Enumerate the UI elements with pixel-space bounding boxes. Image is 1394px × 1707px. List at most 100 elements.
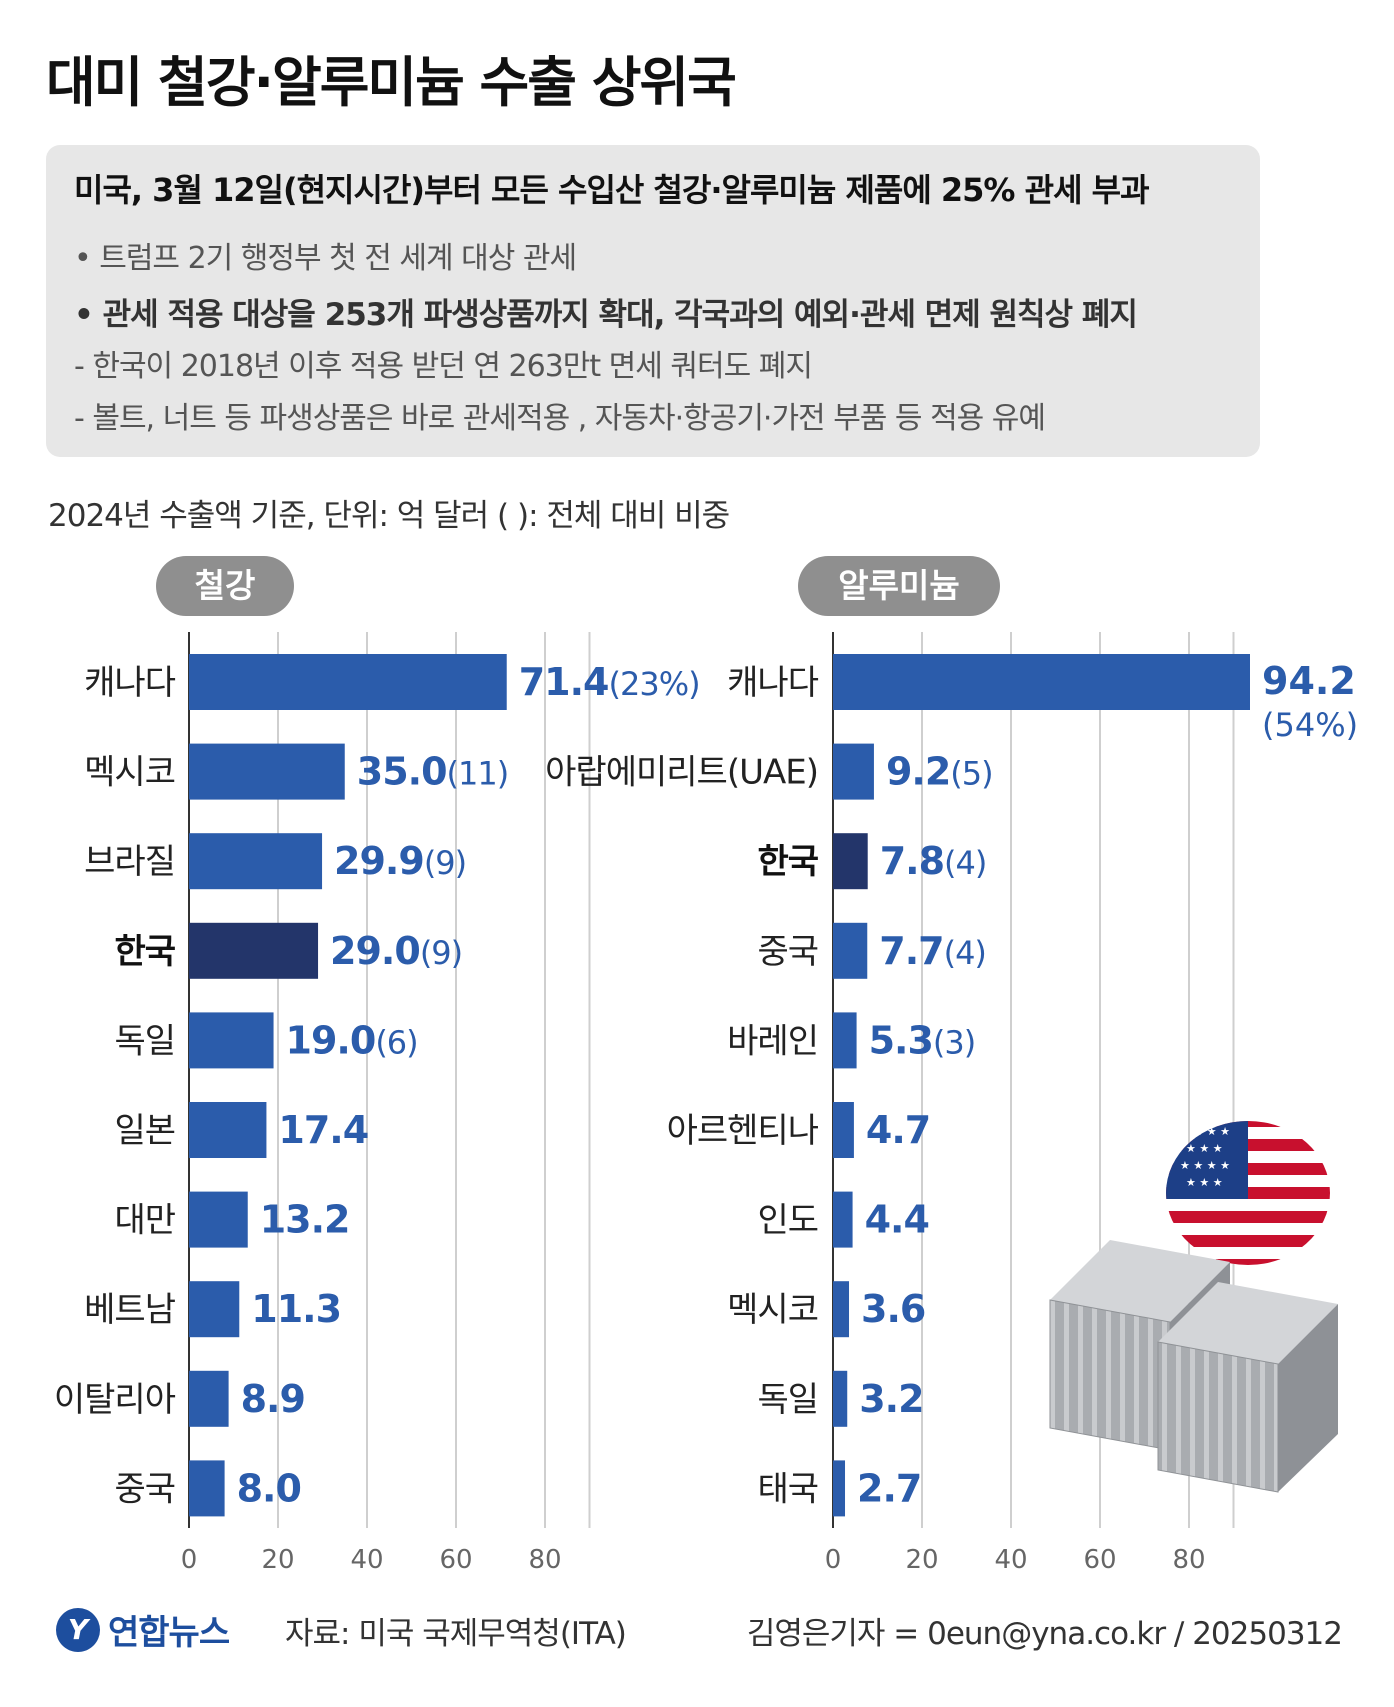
value-label: 11.3 [251,1287,341,1331]
bar [189,743,345,800]
steel-chart: 0 20 40 60 80 캐나다 71.4(23%) 멕시코 35.0(11) 브라질 29.9(… [54,632,701,1575]
svg-text:★ ★ ★ ★: ★ ★ ★ ★ [1180,1159,1230,1172]
category-label: 독일 [757,1380,818,1420]
category-label: 멕시코 [84,753,175,793]
x-tick-label: 20 [261,1545,294,1575]
x-tick-label: 40 [994,1545,1027,1575]
info-headline: 미국, 3월 12일(현지시간)부터 모든 수입산 철강·알루미늄 제품에 25… [74,171,1150,209]
value-label: 8.9 [241,1377,305,1421]
svg-text:★ ★ ★: ★ ★ ★ [1186,1142,1223,1155]
x-tick-label: 20 [905,1545,938,1575]
aluminum-chart: 0 20 40 60 80 캐나다 94.2(54%) 아랍에미리트(UAE) 9.2(5) 한국… [545,632,1358,1575]
bar [189,1281,240,1338]
bar [833,1281,850,1338]
value-label: 5.3(3) [869,1018,976,1062]
containers-illustration: ★ ★ ★ ★ ★ ★ ★ ★ ★ ★ ★ ★ ★ ★ [1049,1121,1338,1493]
value-label: 17.4 [278,1108,368,1152]
x-tick-label: 80 [528,1545,561,1575]
reporter-credit: 김영은기자 = 0eun@yna.co.kr / 20250312 [746,1616,1343,1652]
category-label: 독일 [114,1021,175,1061]
us-flag-icon: ★ ★ ★ ★ ★ ★ ★ ★ ★ ★ ★ ★ ★ ★ [1166,1121,1330,1265]
x-tick-label: 60 [439,1545,472,1575]
yonhap-logo-icon: Y [56,1607,100,1652]
share-label: (3) [933,1023,975,1061]
share-label: (6) [375,1023,417,1061]
bar [189,1460,225,1517]
bar [189,1012,274,1069]
value-label: 3.2 [859,1377,923,1421]
value-label: 94.2 [1262,659,1356,703]
category-label: 중국 [114,1469,175,1509]
share-label: (11) [447,755,509,793]
category-label: 브라질 [84,842,175,882]
unit-note: 2024년 수출액 기준, 단위: 억 달러 ( ): 전체 대비 비중 [48,498,730,534]
bar [189,1370,229,1427]
value-label: 4.4 [865,1198,929,1242]
container-icon [1157,1282,1338,1493]
bar [189,654,507,710]
x-tick-label: 40 [350,1545,383,1575]
share-label: (4) [944,934,986,972]
category-label: 베트남 [84,1290,176,1330]
source-note: 자료: 미국 국제무역청(ITA) [285,1616,627,1652]
category-label: 태국 [757,1469,818,1509]
category-label: 한국 [757,842,818,882]
info-box: 미국, 3월 12일(현지시간)부터 모든 수입산 철강·알루미늄 제품에 25… [46,145,1260,457]
bar [833,654,1250,710]
category-label: 한국 [114,932,175,972]
x-tick-label: 0 [825,1545,842,1575]
value-label: 7.8(4) [880,839,987,883]
share-label: (9) [424,844,466,882]
x-tick-label: 60 [1083,1545,1116,1575]
svg-text:★ ★ ★ ★: ★ ★ ★ ★ [1180,1125,1230,1138]
bar [189,922,319,979]
info-bullet-2: • 관세 적용 대상을 253개 파생상품까지 확대, 각국과의 예외·관세 면… [74,297,1138,333]
svg-text:★ ★ ★: ★ ★ ★ [1186,1176,1223,1189]
value-label: 71.4(23%) [519,660,700,704]
bar [833,1370,848,1427]
category-label: 캐나다 [727,663,819,703]
info-bullet-1: • 트럼프 2기 행정부 첫 전 세계 대상 관세 [74,241,577,276]
steel-panel-title: 철강 [156,556,294,616]
value-label: 4.7 [866,1108,930,1152]
info-sub-1: - 한국이 2018년 이후 적용 받던 연 263만t 면세 쿼터도 폐지 [74,349,813,384]
category-label: 일본 [114,1111,175,1151]
bar [833,1460,846,1517]
share-label: (54%) [1262,706,1358,744]
value-label: 3.6 [861,1287,925,1331]
category-label: 캐나다 [84,663,176,703]
value-label: 29.9(9) [334,839,466,883]
info-sub-2: - 볼트, 너트 등 파생상품은 바로 관세적용 , 자동차·항공기·가전 부품… [74,401,1046,436]
bar [833,1012,857,1069]
x-tick-label: 80 [1172,1545,1205,1575]
aluminum-panel-title: 알루미늄 [798,556,1000,616]
value-label: 13.2 [260,1198,350,1242]
page-title: 대미 철강·알루미늄 수출 상위국 [46,51,737,114]
bar [833,743,874,800]
category-label: 아르헨티나 [667,1111,819,1151]
bar [189,833,323,890]
bar [189,1191,248,1248]
category-label: 멕시코 [727,1290,818,1330]
category-label: 인도 [757,1201,818,1241]
category-label: 대만 [114,1201,175,1241]
bar [833,1191,853,1248]
value-label: 29.0(9) [330,929,462,973]
category-label: 중국 [757,932,818,972]
x-tick-label: 0 [181,1545,198,1575]
category-label: 바레인 [727,1021,818,1061]
value-label: 35.0(11) [357,750,508,794]
yonhap-logo: Y 연합뉴스 [56,1605,230,1654]
value-label: 9.2(5) [886,750,993,794]
share-label: (23%) [608,665,699,703]
share-label: (9) [420,934,462,972]
share-label: (4) [944,844,986,882]
value-label: 19.0(6) [286,1018,418,1062]
category-label: 이탈리아 [54,1380,176,1420]
bar [189,1102,267,1158]
bar [833,1102,854,1158]
value-label: 2.7 [857,1466,921,1510]
share-label: (5) [950,755,992,793]
value-label: 8.0 [237,1466,301,1510]
